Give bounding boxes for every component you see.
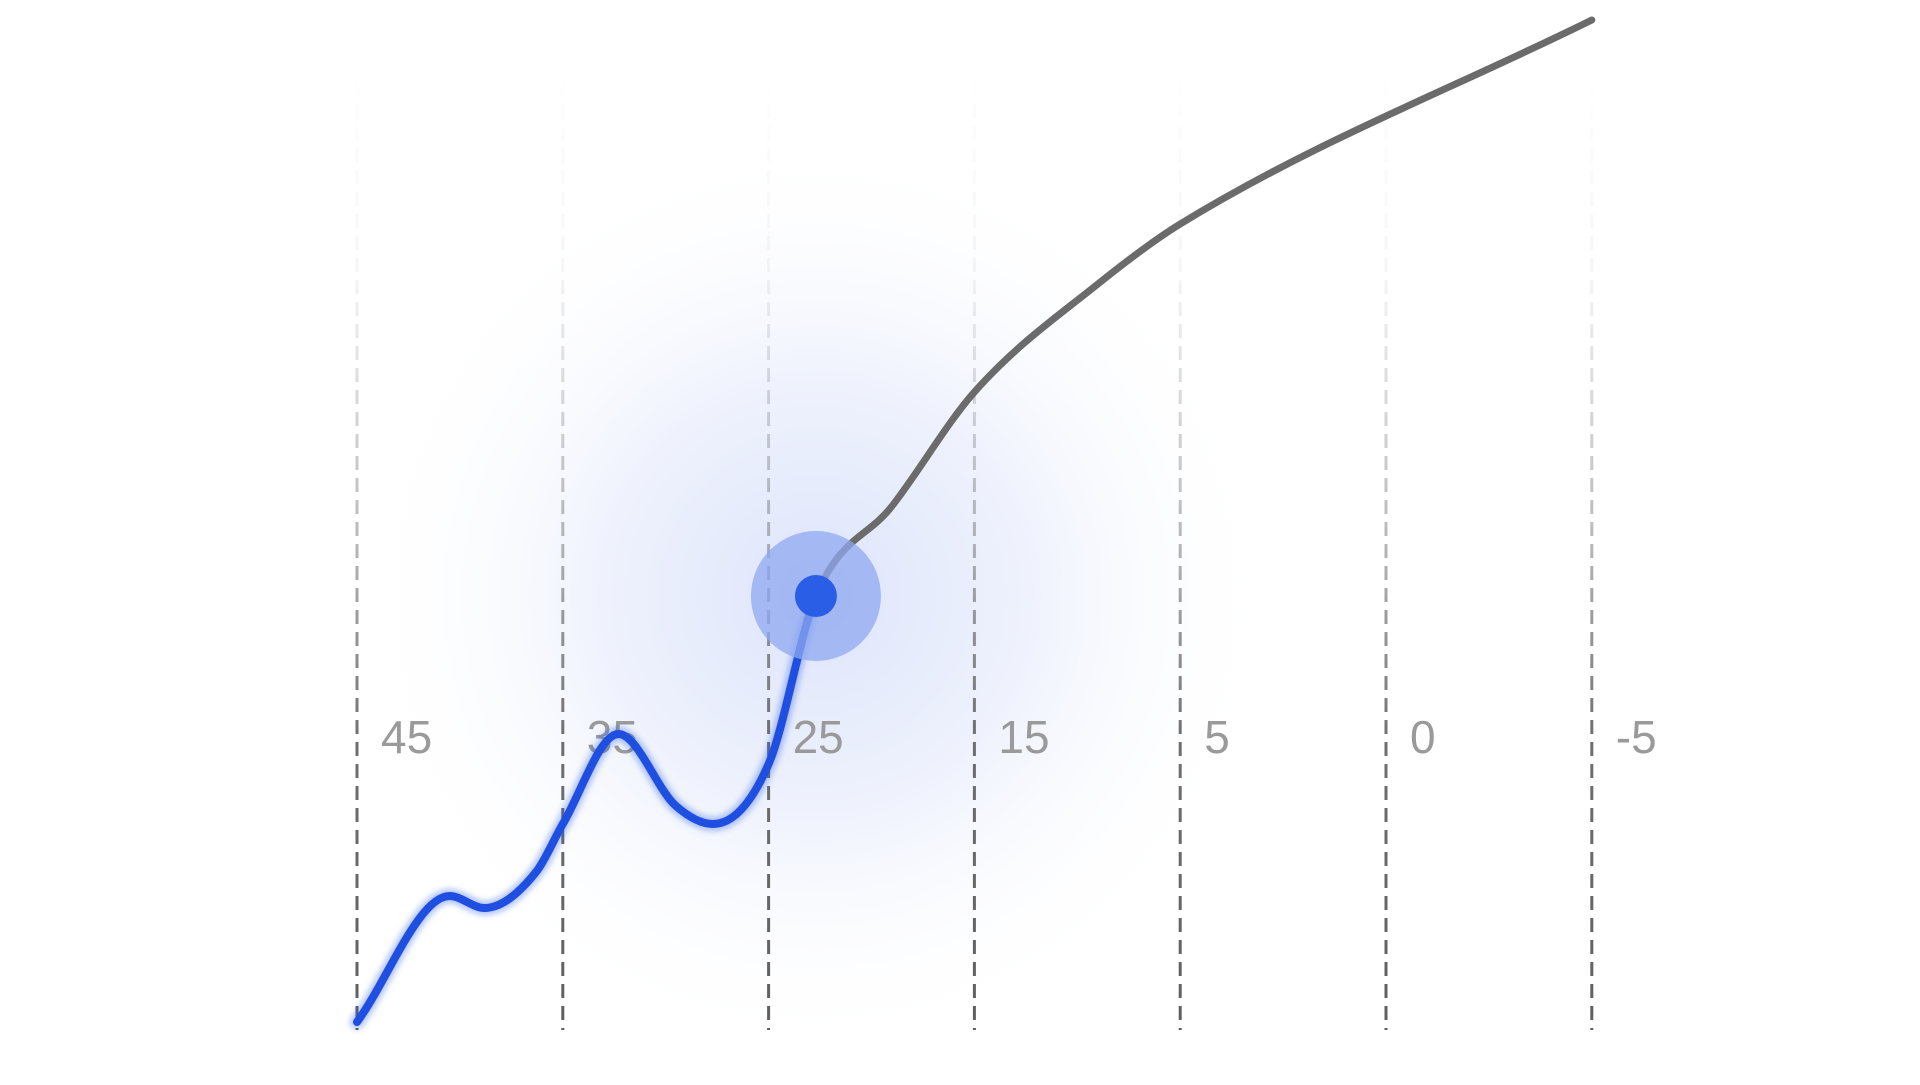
line-series-remaining: [812, 16, 1596, 600]
x-tick-label: 15: [998, 711, 1049, 763]
x-tick-label: -5: [1616, 711, 1657, 763]
marker-layer: [750, 531, 881, 661]
x-tick-label: 5: [1204, 711, 1230, 763]
x-tick-label: 45: [381, 711, 432, 763]
x-tick-label: 25: [793, 711, 844, 763]
line-series-completed: [353, 592, 820, 1026]
x-tick-label: 0: [1410, 711, 1436, 763]
highlight-marker-dot: [794, 575, 837, 617]
series-layer: [350, 16, 1596, 1029]
